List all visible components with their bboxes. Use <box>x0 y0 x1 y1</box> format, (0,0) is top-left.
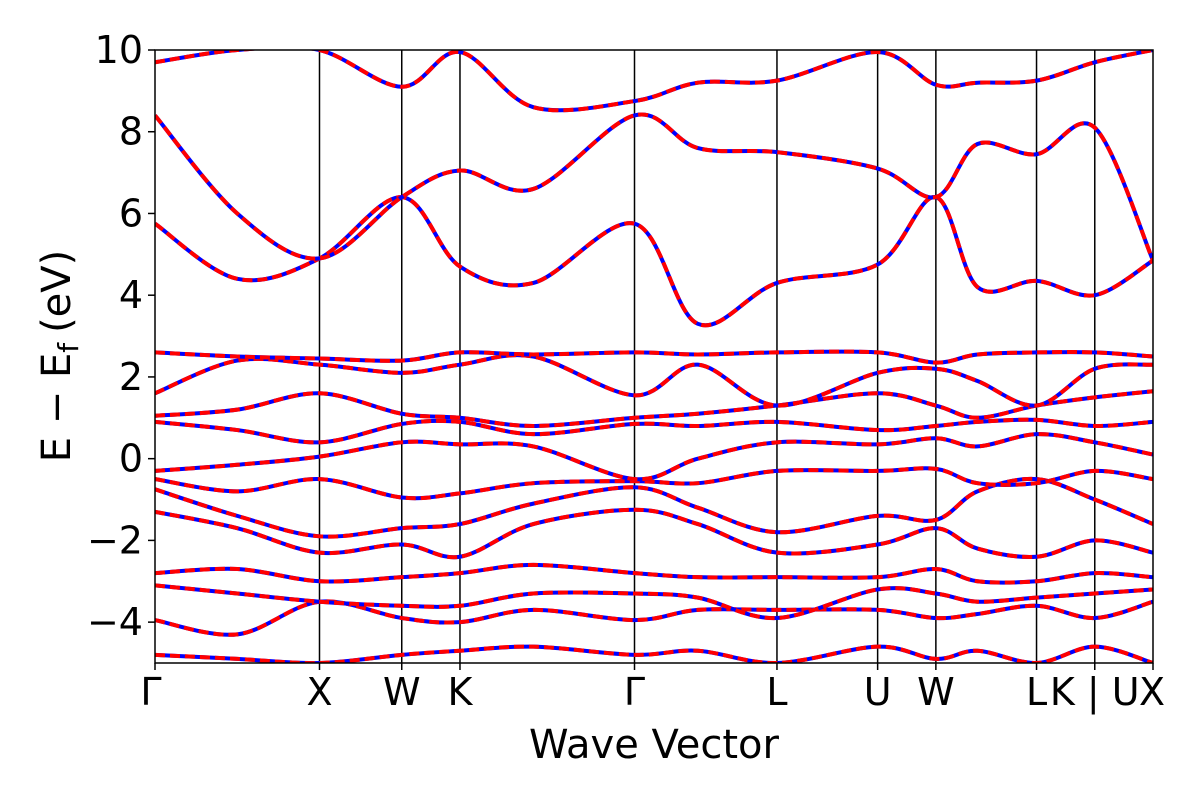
band-10-red <box>155 353 1153 408</box>
x-tick-label: X <box>306 670 332 714</box>
y-tick-label: −2 <box>87 518 143 562</box>
x-tick-label: X <box>1139 670 1165 714</box>
band-9-red <box>155 389 1153 428</box>
x-axis-title: Wave Vector <box>529 722 780 768</box>
x-tick-label: Γ <box>140 670 161 714</box>
band-14-red <box>155 50 1153 113</box>
y-tick-label: 6 <box>119 191 143 235</box>
band-1-red <box>155 599 1153 637</box>
band-4-red <box>155 507 1153 560</box>
y-axis-ticks: −4 −2 0 2 4 6 8 10 <box>87 28 155 644</box>
band-6-red <box>155 466 1153 501</box>
x-tick-label: L <box>766 670 787 714</box>
y-tick-label: 0 <box>119 437 143 481</box>
x-tick-label: K <box>448 670 474 714</box>
y-axis-title-subscript: f <box>52 342 85 353</box>
y-axis-title-main: E − E <box>34 353 80 463</box>
x-tick-label: W <box>917 670 955 714</box>
y-tick-label: 2 <box>119 355 143 399</box>
y-axis-title-unit: (eV) <box>34 250 80 333</box>
band-8-red <box>155 417 1153 445</box>
band-12-red <box>155 195 1153 328</box>
y-tick-label: −4 <box>87 600 143 644</box>
x-tick-label: U <box>864 670 892 714</box>
y-tick-label: 4 <box>119 273 143 317</box>
plot-frame <box>154 49 1154 664</box>
band-2-red <box>155 583 1153 621</box>
band-11-red <box>155 349 1153 365</box>
kpath-separator-lines <box>318 50 1096 663</box>
band-7-red <box>155 432 1153 482</box>
x-tick-label: Γ <box>624 670 645 714</box>
y-tick-label: 10 <box>95 28 143 72</box>
x-tick-label: L <box>1026 670 1047 714</box>
plot-background <box>155 50 1153 663</box>
band-lines <box>155 50 1153 663</box>
x-tick-label: K | U <box>1050 670 1140 715</box>
band-13-red <box>155 112 1153 262</box>
band-3-red <box>155 562 1153 585</box>
y-axis-title: E − Ef (eV) <box>34 250 85 463</box>
x-tick-label: W <box>383 670 421 714</box>
y-tick-label: 8 <box>119 110 143 154</box>
